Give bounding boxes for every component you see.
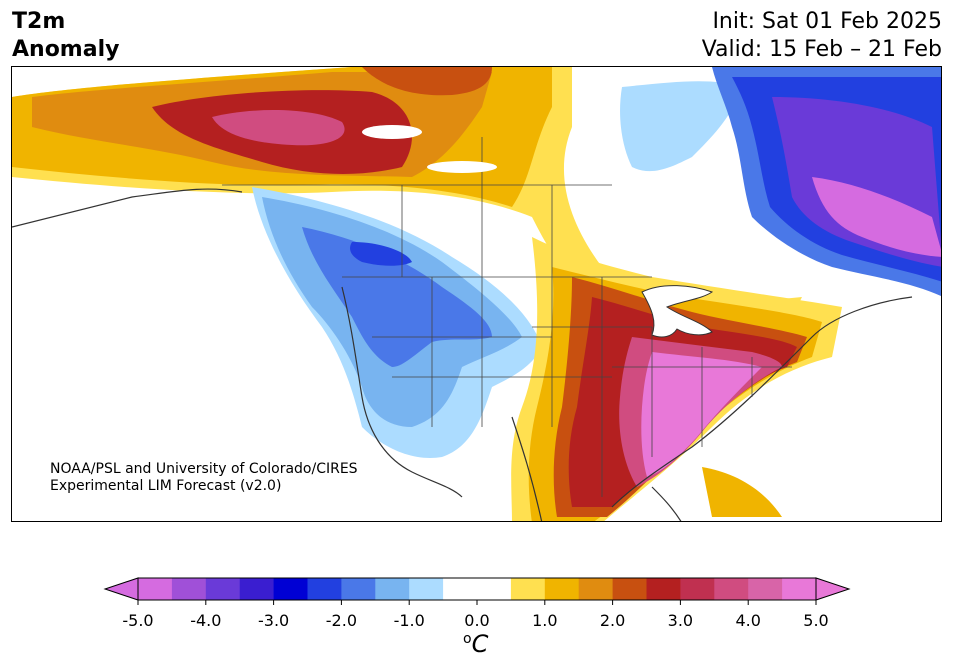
- colorbar-cell: [782, 578, 817, 600]
- colorbar-tick-label: 4.0: [735, 611, 761, 630]
- cold-anomaly-west-mid: [302, 227, 492, 367]
- unit-degree: o: [463, 631, 472, 647]
- colorbar-cell: [544, 578, 580, 600]
- unit-letter: C: [471, 630, 489, 658]
- colorbar-cell: [239, 578, 275, 600]
- colorbar-tick-label: 5.0: [803, 611, 829, 630]
- colorbar-cell: [307, 578, 342, 600]
- colorbar-cell: [409, 578, 444, 600]
- colorbar-tick-label: 2.0: [599, 611, 626, 630]
- colorbar-cell: [138, 578, 173, 600]
- colorbar-cell: [443, 578, 478, 600]
- colorbar-ticks: [137, 600, 817, 605]
- colorbar-tick-label: 1.0: [532, 611, 558, 630]
- colorbar-tick-label: 0.0: [464, 611, 490, 630]
- colorbar-tick-label: -4.0: [190, 611, 222, 630]
- island-2: [427, 161, 497, 173]
- map-title: T2m Anomaly: [12, 8, 119, 64]
- cold-anomaly-east-core: [812, 177, 941, 257]
- colorbar-cells: [138, 578, 817, 600]
- colorbar-tick-label: -3.0: [257, 611, 290, 630]
- colorbar-cell: [477, 578, 512, 600]
- cuba-warm: [702, 467, 782, 517]
- colorbar-tick-label: -1.0: [393, 611, 425, 630]
- warm-anomaly-north-5: [212, 110, 345, 146]
- colorbar-unit: oC: [463, 630, 488, 658]
- colorbar-cell: [714, 578, 749, 600]
- forecast-dates: Init: Sat 01 Feb 2025 Valid: 15 Feb – 21…: [702, 8, 942, 64]
- colorbar-cell: [578, 578, 614, 600]
- title-line-1: T2m: [12, 9, 66, 34]
- island-1: [362, 125, 422, 139]
- colorbar-tick-label: -5.0: [122, 611, 154, 630]
- cold-anomaly-east-light: [620, 81, 742, 172]
- warm-anomaly-top: [362, 67, 492, 96]
- credit-line-2: Experimental LIM Forecast (v2.0): [50, 478, 282, 494]
- anomaly-map: NOAA/PSL and University of Colorado/CIRE…: [11, 66, 942, 522]
- colorbar-left-arrow: [103, 577, 139, 601]
- colorbar-cell: [341, 578, 376, 600]
- init-date: Init: Sat 01 Feb 2025: [712, 9, 942, 34]
- map-credit: NOAA/PSL and University of Colorado/CIRE…: [50, 461, 358, 495]
- colorbar-cell: [171, 578, 207, 600]
- credit-line-1: NOAA/PSL and University of Colorado/CIRE…: [50, 461, 358, 477]
- colorbar-cell: [510, 578, 546, 600]
- colorbar-right-arrow: [815, 577, 851, 601]
- colorbar-cell: [748, 578, 783, 600]
- colorbar-cell: [273, 578, 308, 600]
- title-line-2: Anomaly: [12, 37, 120, 62]
- colorbar-cell: [205, 578, 241, 600]
- anomaly-map-svg: [12, 67, 941, 521]
- state-borders: [222, 137, 792, 497]
- colorbar-tick-label: 3.0: [667, 611, 694, 630]
- colorbar-cell: [612, 578, 647, 600]
- colorbar-cell: [646, 578, 681, 600]
- valid-dates: Valid: 15 Feb – 21 Feb: [701, 37, 942, 62]
- cold-anomaly-core: [350, 242, 412, 266]
- colorbar-cell: [375, 578, 410, 600]
- colorbar-cell: [680, 578, 715, 600]
- colorbar-tick-label: -2.0: [325, 611, 357, 630]
